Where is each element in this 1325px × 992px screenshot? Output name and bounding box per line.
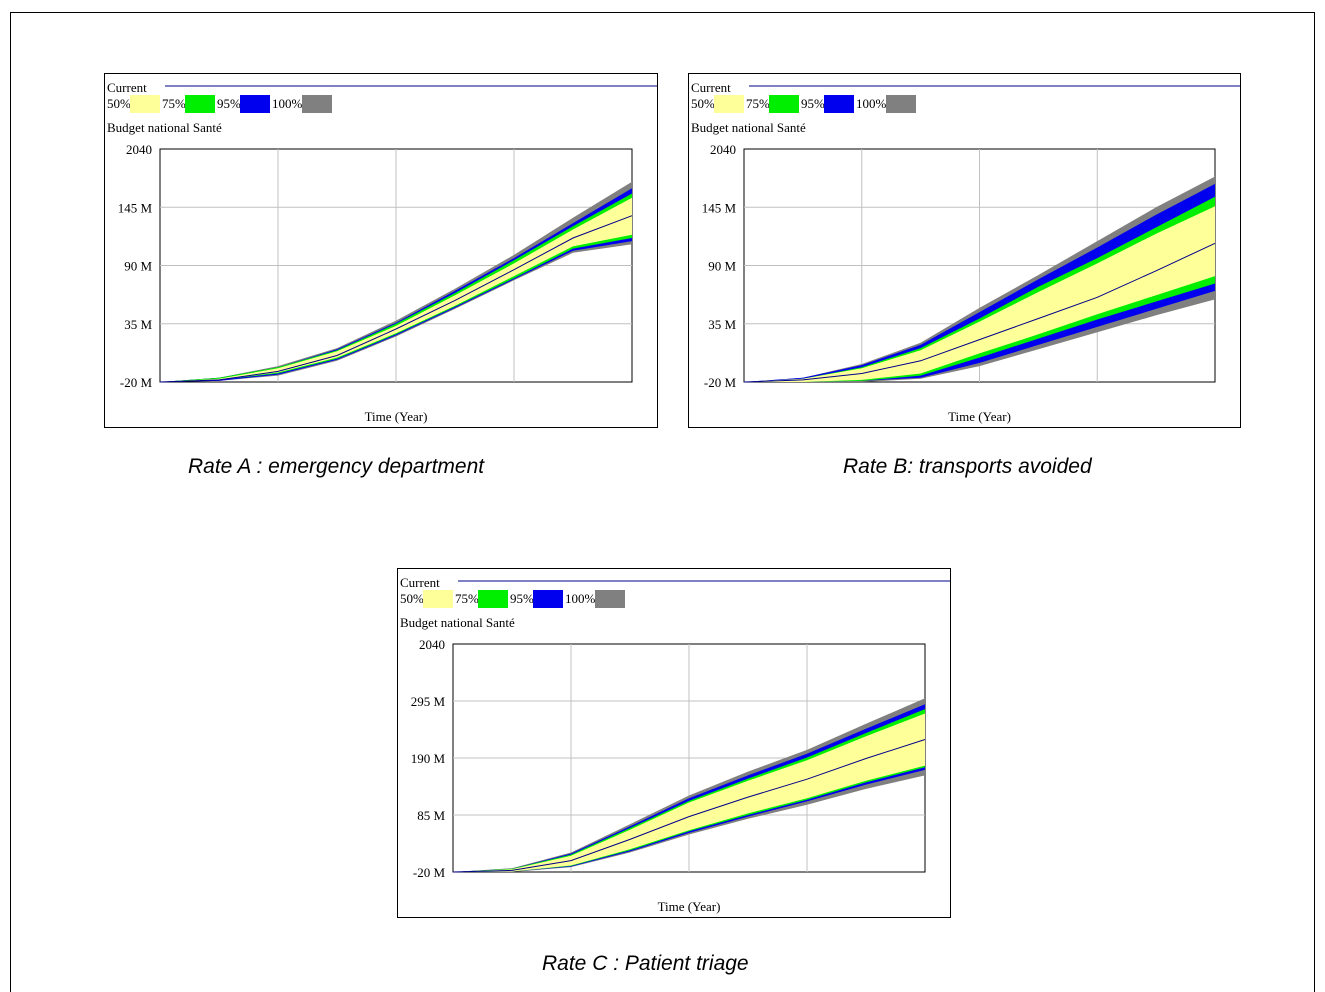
y-tick-label: 2040 [419, 637, 445, 652]
variable-label: Budget national Santé [400, 615, 515, 630]
legend-label-95: 95% [510, 591, 534, 606]
legend-swatch-95 [240, 95, 270, 113]
caption-a: Rate A : emergency department [188, 455, 485, 478]
y-tick-label: -20 M [120, 375, 153, 390]
legend-label-50: 50% [107, 96, 131, 111]
legend-swatch-50 [130, 95, 160, 113]
y-tick-label: 35 M [708, 317, 736, 332]
y-tick-label: 35 M [124, 317, 152, 332]
x-axis-label: Time (Year) [365, 409, 428, 424]
current-series-line [743, 242, 1216, 383]
variable-label: Budget national Santé [691, 120, 806, 135]
legend-label-95: 95% [217, 96, 241, 111]
y-tick-label: -20 M [413, 865, 446, 880]
band-100 [744, 176, 1215, 382]
legend-label-100: 100% [565, 591, 596, 606]
current-label: Current [107, 80, 147, 95]
legend-swatch-100 [886, 95, 916, 113]
caption-b: Rate B: transports avoided [843, 455, 1092, 478]
y-tick-label: -20 M [704, 375, 737, 390]
page-frame [10, 12, 1315, 992]
legend-swatch-100 [302, 95, 332, 113]
current-label: Current [400, 575, 440, 590]
legend-swatch-75 [478, 590, 508, 608]
band-50 [744, 206, 1215, 382]
legend-label-75: 75% [746, 96, 770, 111]
current-series-line [452, 739, 926, 873]
legend-swatch-95 [533, 590, 563, 608]
legend-label-75: 75% [162, 96, 186, 111]
legend-label-100: 100% [856, 96, 887, 111]
current-series-line [159, 215, 633, 383]
y-tick-label: 2040 [126, 142, 152, 157]
chart-panel-c: Current 50% 75% 95% 100% Budget national Sant… [397, 568, 951, 918]
y-tick-label: 145 M [702, 200, 737, 215]
caption-c: Rate C : Patient triage [542, 952, 749, 975]
y-tick-label: 90 M [708, 259, 736, 274]
legend-swatch-75 [769, 95, 799, 113]
current-label: Current [691, 80, 731, 95]
y-tick-label: 295 M [411, 694, 446, 709]
legend-swatch-95 [824, 95, 854, 113]
y-tick-label: 190 M [411, 751, 446, 766]
x-axis-label: Time (Year) [948, 409, 1011, 424]
legend-swatch-50 [423, 590, 453, 608]
y-tick-label: 85 M [417, 808, 445, 823]
legend-swatch-100 [595, 590, 625, 608]
y-tick-label: 2040 [710, 142, 736, 157]
legend-swatch-50 [714, 95, 744, 113]
legend-label-95: 95% [801, 96, 825, 111]
legend-label-75: 75% [455, 591, 479, 606]
y-tick-label: 145 M [118, 200, 153, 215]
variable-label: Budget national Santé [107, 120, 222, 135]
legend-label-50: 50% [691, 96, 715, 111]
chart-panel-a: Current 50% 75% 95% 100% Budget national Sant… [104, 73, 658, 428]
y-tick-label: 90 M [124, 259, 152, 274]
chart-panel-b: Current 50% 75% 95% 100% Budget national Sant… [688, 73, 1241, 428]
x-axis-label: Time (Year) [658, 899, 721, 914]
legend-swatch-75 [185, 95, 215, 113]
legend-label-100: 100% [272, 96, 303, 111]
legend-label-50: 50% [400, 591, 424, 606]
